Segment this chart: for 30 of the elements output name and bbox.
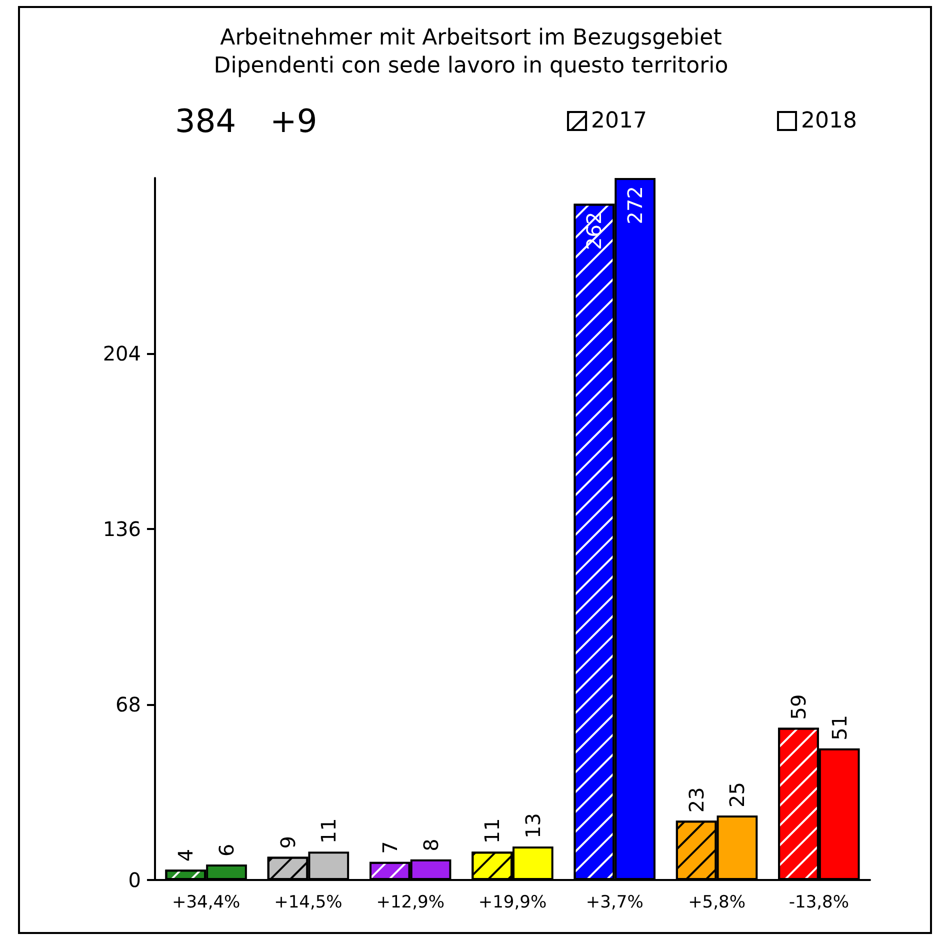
data-label: 13 [520,812,545,838]
y-tick-label: 0 [128,868,141,892]
y-tick-label: 136 [102,517,141,541]
data-label: 9 [276,836,300,849]
x-tick-label: +3,7% [586,892,644,912]
data-label: 8 [418,838,443,852]
text: 384 [175,102,236,140]
data-label: 25 [725,782,750,808]
x-tick-label: +14,5% [274,892,342,912]
data-label: 7 [378,841,402,854]
x-tick-label: +5,8% [688,892,746,912]
y-tick-label: 204 [102,342,141,366]
data-label: 272 [623,186,648,224]
x-tick-label: +12,9% [376,892,444,912]
legend-label: 2017 [591,108,648,134]
chart-title: Arbeitnehmer mit Arbeitsort im Bezugsgebiet [220,26,722,50]
data-label: 4 [174,848,198,862]
data-label: 23 [684,787,708,813]
data-label: 59 [786,694,810,720]
chart-subtitle: Dipendenti con sede lavoro in questo territorio [214,54,728,78]
legend-label: 2018 [801,108,858,134]
data-label: 11 [480,818,504,844]
x-tick-label: +34,4% [172,892,240,912]
text: +9 [270,102,318,140]
x-tick-label: -13,8% [788,892,849,912]
data-label: 11 [316,818,341,844]
x-tick-label: +19,9% [478,892,547,912]
data-label: 51 [827,714,852,740]
data-label: 6 [214,844,238,857]
y-tick-label: 68 [116,692,141,716]
